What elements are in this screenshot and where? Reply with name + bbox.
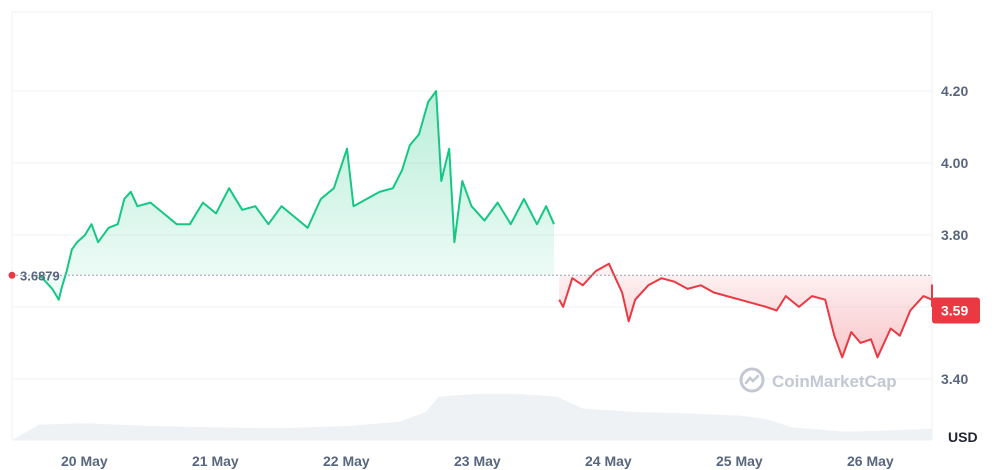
price-area-series-2	[559, 263, 932, 358]
watermark-text: CoinMarketCap	[772, 372, 897, 391]
current-price-label: 3.59	[941, 303, 968, 319]
y-axis: 3.403.603.804.004.20	[941, 83, 968, 387]
x-tick-label: 22 May	[323, 453, 370, 469]
price-line-series-1	[38, 90, 555, 301]
price-line-series-2	[558, 262, 933, 359]
x-tick-label: 20 May	[61, 453, 108, 469]
price-area-series-1	[39, 91, 554, 300]
y-tick-label: 4.20	[941, 83, 968, 99]
current-price-badge-bg	[932, 297, 980, 324]
x-axis: 20 May 21 May 22 May 23 May 24 May 25 May 26 M…	[61, 453, 894, 469]
reference-marker	[8, 271, 16, 279]
y-tick-label: 3.40	[941, 371, 968, 387]
volume-shape	[12, 393, 932, 440]
current-price-badge: 3.59	[932, 297, 980, 324]
x-tick-label: 24 May	[585, 453, 632, 469]
y-tick-label: 3.80	[941, 227, 968, 243]
volume-area	[12, 393, 932, 440]
x-tick-label: 25 May	[716, 453, 763, 469]
x-tick-label: 26 May	[847, 453, 894, 469]
x-tick-label: 21 May	[192, 453, 239, 469]
price-area-fills	[39, 91, 932, 358]
price-lines	[38, 90, 933, 359]
x-tick-label: 23 May	[454, 453, 501, 469]
y-tick-label: 4.00	[941, 155, 968, 171]
watermark: CoinMarketCap	[739, 367, 897, 393]
unit-label: USD	[948, 429, 978, 445]
reference-value-label: 3.6879	[20, 268, 60, 283]
coinmarketcap-logo-icon	[739, 367, 765, 393]
